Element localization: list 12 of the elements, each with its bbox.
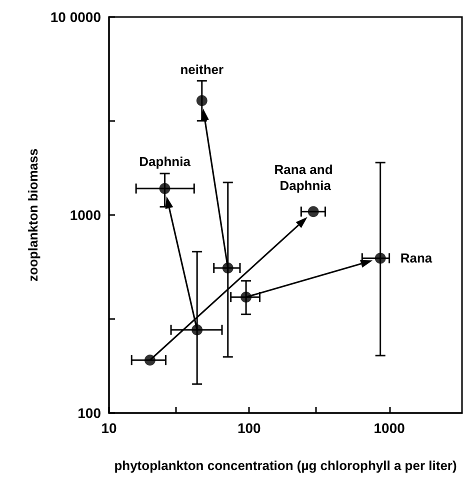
y-tick-label: 10 0000 [50, 9, 102, 25]
y-axis-title: zooplankton biomass [25, 148, 40, 282]
annotation: neither [180, 62, 224, 78]
annotation: Rana [400, 250, 433, 266]
x-tick-label: 10 [101, 420, 117, 436]
y-tick-label: 100 [78, 405, 102, 421]
annotation: Daphnia [139, 154, 192, 170]
x-tick-label: 100 [237, 420, 262, 436]
annotation: Rana and Daphnia [274, 162, 336, 194]
x-axis-title: phytoplankton concentration (µg chlorophyll a per liter) [114, 458, 457, 473]
y-tick-label: 1000 [70, 207, 102, 223]
x-tick-label: 1000 [374, 420, 406, 436]
